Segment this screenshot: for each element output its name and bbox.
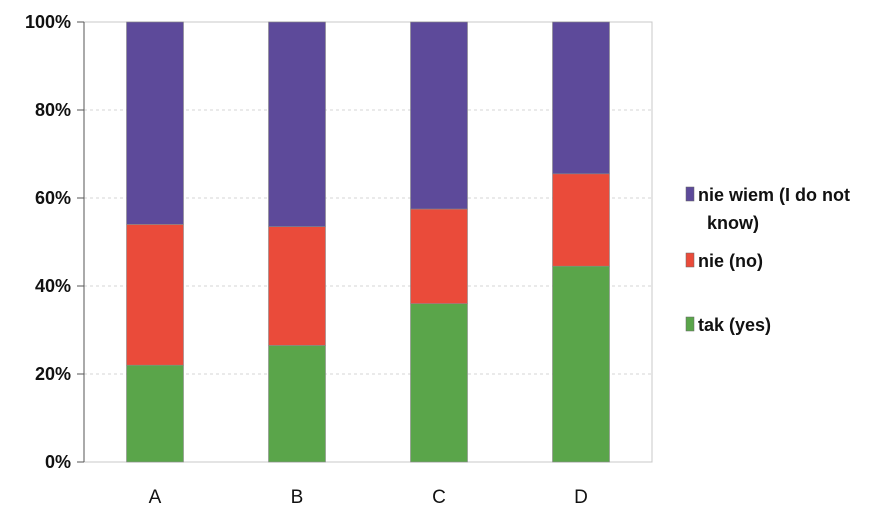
bar-b-segment-1	[268, 226, 326, 346]
legend-swatch	[685, 316, 695, 332]
bar-c-segment-0	[410, 303, 468, 463]
bar-c-segment-2	[410, 21, 468, 210]
legend-label: tak (yes)	[698, 315, 771, 335]
legend-swatch	[685, 252, 695, 268]
bar-b-segment-2	[268, 21, 326, 227]
bar-d-segment-0	[552, 265, 610, 463]
bar-d-segment-2	[552, 21, 610, 175]
y-tick-label: 0%	[45, 452, 71, 472]
x-tick-label: B	[291, 487, 304, 507]
y-tick-label: 100%	[25, 12, 71, 32]
bar-b-segment-0	[268, 345, 326, 463]
bar-c-segment-1	[410, 208, 468, 304]
y-tick-label: 80%	[35, 100, 71, 120]
legend-label: nie (no)	[698, 251, 763, 271]
x-tick-label: D	[574, 487, 588, 507]
bar-a-segment-2	[126, 21, 184, 225]
x-tick-label: A	[149, 487, 162, 507]
legend-label: nie wiem (I do not	[698, 185, 850, 205]
y-tick-label: 20%	[35, 364, 71, 384]
y-tick-label: 40%	[35, 276, 71, 296]
x-tick-label: C	[432, 487, 446, 507]
bar-a-segment-1	[126, 224, 184, 366]
legend-label: know)	[707, 213, 759, 233]
y-tick-label: 60%	[35, 188, 71, 208]
bar-d-segment-1	[552, 173, 610, 267]
legend-swatch	[685, 186, 695, 202]
bar-a-segment-0	[126, 364, 184, 463]
